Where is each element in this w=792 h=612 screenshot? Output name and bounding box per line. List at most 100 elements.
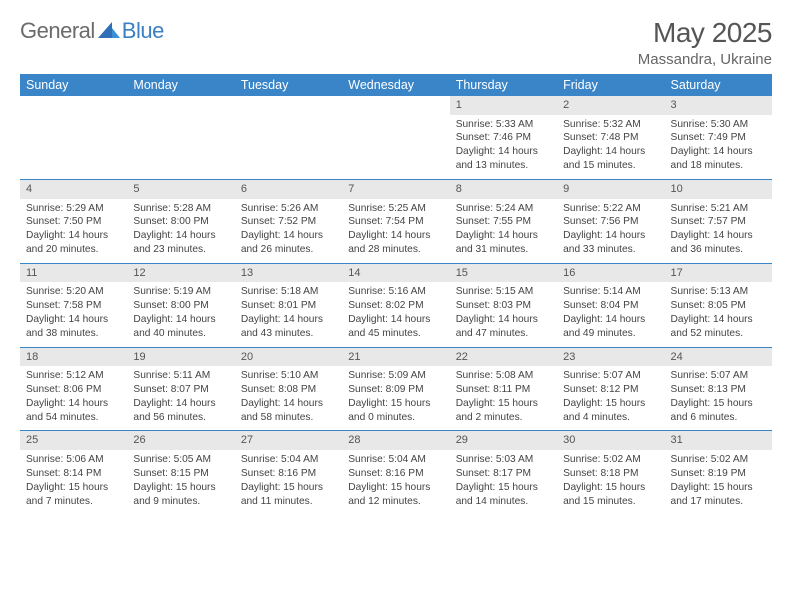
sunset-text: Sunset: 8:02 PM (348, 299, 443, 313)
sunset-text: Sunset: 8:04 PM (563, 299, 658, 313)
brand-word-2: Blue (122, 18, 164, 44)
calendar-cell (127, 96, 234, 179)
calendar-cell: 18Sunrise: 5:12 AMSunset: 8:06 PMDayligh… (20, 347, 127, 431)
calendar-cell: 3Sunrise: 5:30 AMSunset: 7:49 PMDaylight… (665, 96, 772, 179)
sunset-text: Sunset: 7:57 PM (671, 215, 766, 229)
sunset-text: Sunset: 7:46 PM (456, 131, 551, 145)
sunrise-text: Sunrise: 5:02 AM (671, 453, 766, 467)
weekday-header: Thursday (450, 74, 557, 96)
day-details: Sunrise: 5:21 AMSunset: 7:57 PMDaylight:… (665, 199, 772, 263)
sunset-text: Sunset: 8:09 PM (348, 383, 443, 397)
day-details: Sunrise: 5:18 AMSunset: 8:01 PMDaylight:… (235, 282, 342, 346)
day-details: Sunrise: 5:07 AMSunset: 8:12 PMDaylight:… (557, 366, 664, 430)
calendar-week-row: 18Sunrise: 5:12 AMSunset: 8:06 PMDayligh… (20, 347, 772, 431)
month-title: May 2025 (638, 18, 772, 49)
sunrise-text: Sunrise: 5:05 AM (133, 453, 228, 467)
day-number: 23 (557, 348, 664, 367)
sunset-text: Sunset: 8:00 PM (133, 215, 228, 229)
day-details: Sunrise: 5:22 AMSunset: 7:56 PMDaylight:… (557, 199, 664, 263)
sunrise-text: Sunrise: 5:25 AM (348, 202, 443, 216)
daylight-text: Daylight: 14 hours and 33 minutes. (563, 229, 658, 257)
day-number: 29 (450, 431, 557, 450)
calendar-cell: 1Sunrise: 5:33 AMSunset: 7:46 PMDaylight… (450, 96, 557, 179)
calendar-cell: 6Sunrise: 5:26 AMSunset: 7:52 PMDaylight… (235, 179, 342, 263)
calendar-cell: 23Sunrise: 5:07 AMSunset: 8:12 PMDayligh… (557, 347, 664, 431)
calendar-cell: 21Sunrise: 5:09 AMSunset: 8:09 PMDayligh… (342, 347, 449, 431)
daylight-text: Daylight: 15 hours and 4 minutes. (563, 397, 658, 425)
day-number: 20 (235, 348, 342, 367)
header-bar: General Blue May 2025 Massandra, Ukraine (20, 18, 772, 68)
day-number: 9 (557, 180, 664, 199)
day-number: 14 (342, 264, 449, 283)
sunset-text: Sunset: 8:16 PM (348, 467, 443, 481)
calendar-cell: 9Sunrise: 5:22 AMSunset: 7:56 PMDaylight… (557, 179, 664, 263)
calendar-cell (20, 96, 127, 179)
weekday-row: Sunday Monday Tuesday Wednesday Thursday… (20, 74, 772, 96)
sunrise-text: Sunrise: 5:28 AM (133, 202, 228, 216)
day-details: Sunrise: 5:05 AMSunset: 8:15 PMDaylight:… (127, 450, 234, 514)
daylight-text: Daylight: 15 hours and 11 minutes. (241, 481, 336, 509)
sunrise-text: Sunrise: 5:33 AM (456, 118, 551, 132)
calendar-cell: 20Sunrise: 5:10 AMSunset: 8:08 PMDayligh… (235, 347, 342, 431)
weekday-header: Wednesday (342, 74, 449, 96)
calendar-cell: 27Sunrise: 5:04 AMSunset: 8:16 PMDayligh… (235, 431, 342, 514)
daylight-text: Daylight: 15 hours and 14 minutes. (456, 481, 551, 509)
day-details: Sunrise: 5:26 AMSunset: 7:52 PMDaylight:… (235, 199, 342, 263)
sunrise-text: Sunrise: 5:24 AM (456, 202, 551, 216)
day-details: Sunrise: 5:33 AMSunset: 7:46 PMDaylight:… (450, 115, 557, 179)
sunset-text: Sunset: 8:13 PM (671, 383, 766, 397)
sunrise-text: Sunrise: 5:08 AM (456, 369, 551, 383)
day-details: Sunrise: 5:16 AMSunset: 8:02 PMDaylight:… (342, 282, 449, 346)
brand-triangle-icon (98, 22, 120, 38)
sunset-text: Sunset: 8:19 PM (671, 467, 766, 481)
calendar-cell (342, 96, 449, 179)
calendar-body: 1Sunrise: 5:33 AMSunset: 7:46 PMDaylight… (20, 96, 772, 515)
sunrise-text: Sunrise: 5:04 AM (241, 453, 336, 467)
weekday-header: Tuesday (235, 74, 342, 96)
daylight-text: Daylight: 14 hours and 31 minutes. (456, 229, 551, 257)
sunrise-text: Sunrise: 5:03 AM (456, 453, 551, 467)
daylight-text: Daylight: 14 hours and 40 minutes. (133, 313, 228, 341)
day-details: Sunrise: 5:11 AMSunset: 8:07 PMDaylight:… (127, 366, 234, 430)
day-details: Sunrise: 5:03 AMSunset: 8:17 PMDaylight:… (450, 450, 557, 514)
sunrise-text: Sunrise: 5:06 AM (26, 453, 121, 467)
sunset-text: Sunset: 7:55 PM (456, 215, 551, 229)
day-details: Sunrise: 5:13 AMSunset: 8:05 PMDaylight:… (665, 282, 772, 346)
day-details: Sunrise: 5:04 AMSunset: 8:16 PMDaylight:… (342, 450, 449, 514)
calendar-cell: 14Sunrise: 5:16 AMSunset: 8:02 PMDayligh… (342, 263, 449, 347)
daylight-text: Daylight: 15 hours and 9 minutes. (133, 481, 228, 509)
calendar-cell: 19Sunrise: 5:11 AMSunset: 8:07 PMDayligh… (127, 347, 234, 431)
day-number: 7 (342, 180, 449, 199)
daylight-text: Daylight: 14 hours and 52 minutes. (671, 313, 766, 341)
location-label: Massandra, Ukraine (638, 51, 772, 68)
day-number: 27 (235, 431, 342, 450)
sunrise-text: Sunrise: 5:15 AM (456, 285, 551, 299)
daylight-text: Daylight: 14 hours and 28 minutes. (348, 229, 443, 257)
calendar-cell: 17Sunrise: 5:13 AMSunset: 8:05 PMDayligh… (665, 263, 772, 347)
sunrise-text: Sunrise: 5:14 AM (563, 285, 658, 299)
day-number: 18 (20, 348, 127, 367)
sunrise-text: Sunrise: 5:02 AM (563, 453, 658, 467)
daylight-text: Daylight: 14 hours and 36 minutes. (671, 229, 766, 257)
calendar-table: Sunday Monday Tuesday Wednesday Thursday… (20, 74, 772, 515)
calendar-cell: 16Sunrise: 5:14 AMSunset: 8:04 PMDayligh… (557, 263, 664, 347)
sunrise-text: Sunrise: 5:30 AM (671, 118, 766, 132)
calendar-cell: 31Sunrise: 5:02 AMSunset: 8:19 PMDayligh… (665, 431, 772, 514)
calendar-cell: 30Sunrise: 5:02 AMSunset: 8:18 PMDayligh… (557, 431, 664, 514)
sunset-text: Sunset: 8:01 PM (241, 299, 336, 313)
day-number: 2 (557, 96, 664, 115)
sunset-text: Sunset: 7:52 PM (241, 215, 336, 229)
daylight-text: Daylight: 14 hours and 18 minutes. (671, 145, 766, 173)
calendar-cell: 11Sunrise: 5:20 AMSunset: 7:58 PMDayligh… (20, 263, 127, 347)
daylight-text: Daylight: 14 hours and 38 minutes. (26, 313, 121, 341)
day-number: 28 (342, 431, 449, 450)
sunrise-text: Sunrise: 5:11 AM (133, 369, 228, 383)
day-details: Sunrise: 5:32 AMSunset: 7:48 PMDaylight:… (557, 115, 664, 179)
day-number: 22 (450, 348, 557, 367)
day-details: Sunrise: 5:28 AMSunset: 8:00 PMDaylight:… (127, 199, 234, 263)
sunrise-text: Sunrise: 5:07 AM (563, 369, 658, 383)
day-details: Sunrise: 5:29 AMSunset: 7:50 PMDaylight:… (20, 199, 127, 263)
sunrise-text: Sunrise: 5:21 AM (671, 202, 766, 216)
weekday-header: Monday (127, 74, 234, 96)
sunrise-text: Sunrise: 5:20 AM (26, 285, 121, 299)
